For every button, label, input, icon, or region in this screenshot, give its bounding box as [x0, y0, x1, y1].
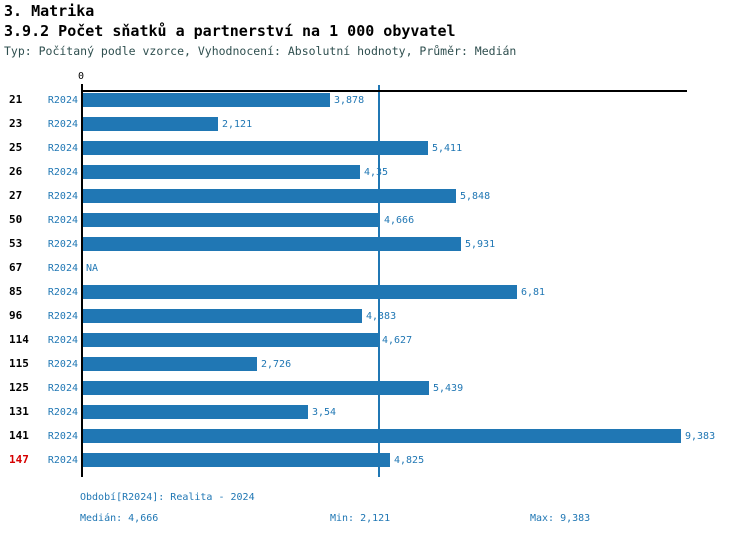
bar-value-label: 5,411	[432, 143, 463, 154]
median-reference-line	[378, 85, 380, 477]
row-series-label: R2024	[47, 95, 78, 106]
row-label: 23	[9, 117, 23, 130]
chart-subtitle: Typ: Počítaný podle vzorce, Vyhodnocení:…	[4, 44, 517, 58]
bar	[83, 453, 390, 467]
row-label: 50	[9, 213, 23, 226]
row-series-label: R2024	[47, 119, 78, 130]
row-label: 125	[9, 381, 29, 394]
bar	[83, 309, 362, 323]
row-label: 25	[9, 141, 23, 154]
bar-value-label: 3,54	[312, 407, 337, 418]
bar-value-label: 2,726	[261, 359, 292, 370]
row-label: 85	[9, 285, 23, 298]
bar-value-label: 4,666	[384, 215, 415, 226]
row-series-label: R2024	[47, 215, 78, 226]
section-title: 3. Matrika	[4, 2, 95, 20]
row-label: 141	[9, 429, 29, 442]
axis-zero-label: 0	[77, 71, 85, 82]
row-label: 27	[9, 189, 23, 202]
bar	[83, 117, 218, 131]
row-series-label: R2024	[47, 455, 78, 466]
x-axis-line	[81, 90, 687, 92]
row-series-label: R2024	[47, 191, 78, 202]
chart-title: 3.9.2 Počet sňatků a partnerství na 1 00…	[4, 22, 456, 40]
row-series-label: R2024	[47, 263, 78, 274]
row-series-label: R2024	[47, 383, 78, 394]
row-label: 26	[9, 165, 23, 178]
bar	[83, 405, 308, 419]
footer-min: Min: 2,121	[330, 513, 391, 524]
footer-period: Období[R2024]: Realita - 2024	[80, 492, 255, 503]
bar	[83, 93, 330, 107]
bar-value-label: 5,931	[465, 239, 496, 250]
row-series-label: R2024	[47, 287, 78, 298]
row-label: 147	[9, 453, 29, 466]
bar	[83, 237, 461, 251]
row-series-label: R2024	[47, 239, 78, 250]
bar-value-label: 4,383	[366, 311, 397, 322]
row-series-label: R2024	[47, 311, 78, 322]
bar-value-label: 4,35	[364, 167, 389, 178]
row-series-label: R2024	[47, 431, 78, 442]
bar	[83, 165, 360, 179]
bar	[83, 357, 257, 371]
row-label: 115	[9, 357, 29, 370]
row-label: 21	[9, 93, 23, 106]
bar-value-label: 2,121	[222, 119, 253, 130]
row-label: 114	[9, 333, 29, 346]
bar	[83, 333, 378, 347]
row-label: 131	[9, 405, 29, 418]
bar-value-label: 5,848	[460, 191, 491, 202]
row-series-label: R2024	[47, 359, 78, 370]
bar-value-label: 6,81	[521, 287, 546, 298]
bar	[83, 285, 517, 299]
bar-value-label: 3,878	[334, 95, 365, 106]
bar	[83, 141, 428, 155]
bar	[83, 429, 681, 443]
footer-max: Max: 9,383	[530, 513, 591, 524]
y-axis-line	[81, 90, 83, 477]
row-series-label: R2024	[47, 167, 78, 178]
bar	[83, 189, 456, 203]
row-label: 67	[9, 261, 23, 274]
row-label: 96	[9, 309, 23, 322]
row-series-label: R2024	[47, 143, 78, 154]
bar-value-label: 9,383	[685, 431, 716, 442]
row-series-label: R2024	[47, 335, 78, 346]
axis-zero-tick	[81, 84, 83, 90]
row-label: 53	[9, 237, 23, 250]
bar-value-label: 5,439	[433, 383, 464, 394]
bar-value-label: NA	[86, 263, 99, 274]
row-series-label: R2024	[47, 407, 78, 418]
bar	[83, 213, 380, 227]
footer-median: Medián: 4,666	[80, 513, 159, 524]
bar-value-label: 4,627	[382, 335, 413, 346]
bar-value-label: 4,825	[394, 455, 425, 466]
bar	[83, 381, 429, 395]
